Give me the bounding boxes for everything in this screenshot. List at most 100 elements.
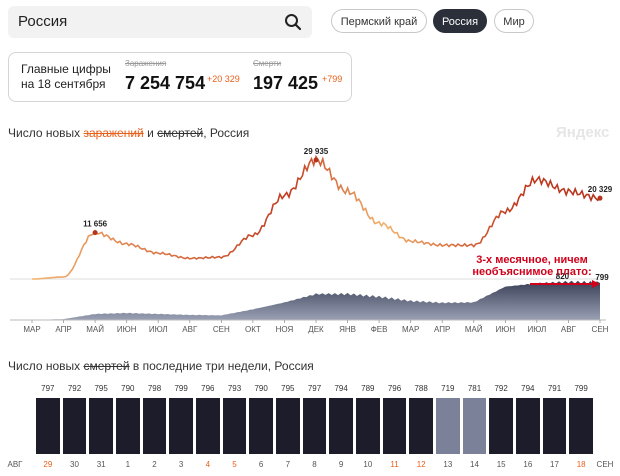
infected-delta: +20 329 <box>207 74 240 84</box>
death-bar-date: 16 <box>523 460 533 469</box>
tab-russia[interactable]: Россия <box>433 9 487 33</box>
death-bar-value: 781 <box>467 384 482 393</box>
cases-series-line <box>32 154 601 280</box>
death-bar-date: 11 <box>390 460 399 469</box>
death-bar[interactable] <box>542 398 567 454</box>
deaths-value-label: 799 <box>595 273 609 282</box>
death-bar[interactable] <box>89 398 113 454</box>
death-bar-value: 798 <box>147 384 162 393</box>
deaths-value: 197 425 <box>253 73 319 93</box>
infected-caption: Заражения <box>125 59 167 68</box>
month-label: ДЕК <box>308 325 324 334</box>
death-bar-date: 30 <box>70 460 79 469</box>
month-label: ОКТ <box>245 325 261 334</box>
cases-peak-point <box>92 230 98 236</box>
deaths-series-area <box>32 280 600 320</box>
deaths-caption: Смерти <box>253 59 282 68</box>
month-label: МАР <box>23 325 40 334</box>
month-label: АВГ <box>561 325 577 334</box>
death-bar-date: 8 <box>312 460 317 469</box>
death-bar-date: 17 <box>550 460 559 469</box>
chart3-title-suffix: в последние три недели, Россия <box>129 359 314 373</box>
chart1-title-prefix: Число новых <box>8 126 84 140</box>
annotation-line1: 3-х месячное, ничем <box>476 254 588 266</box>
death-bar[interactable] <box>356 398 380 454</box>
death-bar-value: 794 <box>334 384 348 393</box>
death-bar[interactable] <box>116 398 140 454</box>
month-label: МАЙ <box>86 325 104 334</box>
plateau-annotation: 3-х месячное, ничем необъяснимое плато: <box>462 254 602 278</box>
chart3-title-strike: смертей <box>83 359 130 373</box>
month-label: АВГ <box>182 325 198 334</box>
death-bar-value: 791 <box>547 384 562 393</box>
month-label: ЯНВ <box>339 325 356 334</box>
chart3-title-prefix: Число новых <box>8 359 84 373</box>
death-bar-value: 799 <box>174 384 188 393</box>
death-bar[interactable] <box>516 398 540 454</box>
death-bar-date: 6 <box>258 460 264 469</box>
death-bar-value: 790 <box>121 384 135 393</box>
cases-peak-label: 20 329 <box>588 185 613 194</box>
death-bar-value: 789 <box>361 384 375 393</box>
death-bar[interactable] <box>142 398 167 454</box>
month-label: СЕН <box>213 325 230 334</box>
death-bar-date: 31 <box>96 460 106 469</box>
death-bar-date: 7 <box>285 460 291 469</box>
death-bar-date: 9 <box>338 460 344 469</box>
month-label: АПР <box>434 325 450 334</box>
death-bar[interactable] <box>169 398 193 454</box>
death-bar[interactable] <box>36 398 60 454</box>
death-bar[interactable] <box>249 398 273 454</box>
death-bar[interactable] <box>436 398 460 454</box>
summary-label-line2: на 18 сентября <box>21 77 106 91</box>
death-bar[interactable] <box>196 398 220 454</box>
month-label: АПР <box>55 325 71 334</box>
death-bar-date: 3 <box>178 460 184 469</box>
death-bar[interactable] <box>62 398 87 454</box>
death-bar[interactable] <box>222 398 247 454</box>
search-box[interactable]: Россия <box>8 6 312 38</box>
chart1-title-suffix: , Россия <box>203 126 250 140</box>
chart1-title: Число новых заражений и смертей, Россия <box>8 126 249 140</box>
month-label: НОЯ <box>276 325 294 334</box>
search-input[interactable]: Россия <box>18 13 68 30</box>
summary-card: Главные цифры на 18 сентября Заражения 7… <box>8 52 352 102</box>
death-bar-date: 2 <box>152 460 157 469</box>
death-bar-value: 788 <box>414 384 428 393</box>
chart1-title-mid: и <box>143 126 158 140</box>
death-bar-date: 13 <box>443 460 453 469</box>
death-bar[interactable] <box>302 398 327 454</box>
death-bar-date: 1 <box>125 460 131 469</box>
death-bar[interactable] <box>489 398 513 454</box>
death-bar-value: 790 <box>254 384 268 393</box>
search-icon[interactable] <box>284 13 302 31</box>
tab-perm-krai[interactable]: Пермский край <box>331 9 427 33</box>
death-bar-value: 796 <box>387 384 402 393</box>
death-bar-value: 719 <box>441 384 455 393</box>
death-bar-date: 29 <box>43 460 53 469</box>
death-bar[interactable] <box>276 398 300 454</box>
tab-world[interactable]: Мир <box>494 9 534 33</box>
death-bar-value: 795 <box>281 384 295 393</box>
month-start-label: АВГ <box>7 460 23 469</box>
death-bar[interactable] <box>569 398 593 454</box>
death-bar[interactable] <box>382 398 407 454</box>
month-label: МАР <box>402 325 419 334</box>
cases-peak-label: 11 656 <box>83 220 108 229</box>
death-bar[interactable] <box>409 398 433 454</box>
month-label: СЕН <box>592 325 609 334</box>
death-bar-value: 792 <box>67 384 82 393</box>
chart1-title-infections: заражений <box>83 126 144 140</box>
cases-peak-label: 29 935 <box>304 147 329 156</box>
cases-peak-point <box>597 195 603 201</box>
chart1-title-deaths: смертей <box>157 126 204 140</box>
yandex-watermark: Яндекс <box>556 124 610 141</box>
death-bar[interactable] <box>329 398 353 454</box>
death-bar[interactable] <box>462 398 487 454</box>
summary-date-label: Главные цифры на 18 сентября <box>21 62 111 92</box>
death-bar-date: 18 <box>576 460 586 469</box>
month-end-label: СЕН <box>596 460 614 469</box>
cases-peak-point <box>313 157 319 163</box>
death-bar-date: 10 <box>363 460 373 469</box>
deaths-bar-chart: 797 29 792 30 795 31 790 1 798 2 799 3 796 4 793 5 790 6 7… <box>0 378 620 476</box>
